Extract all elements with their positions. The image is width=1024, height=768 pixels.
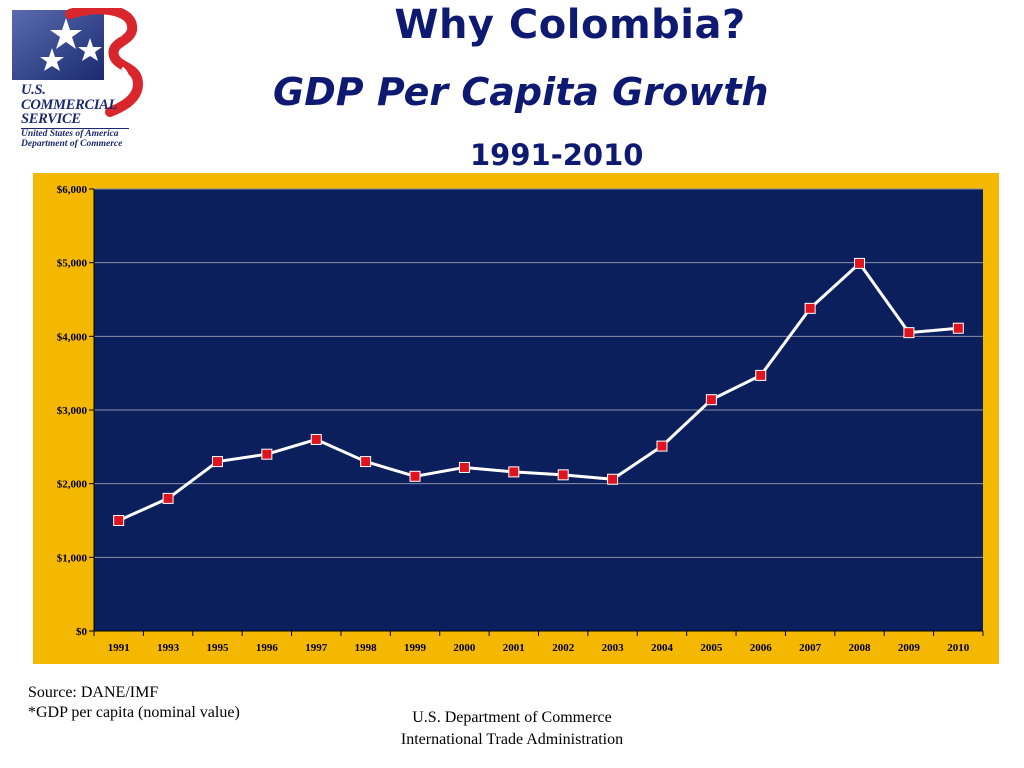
data-point-marker [854,257,866,269]
footer-line-department: U.S. Department of Commerce [412,709,612,726]
x-tick-label: 1999 [404,642,427,654]
data-point-marker [656,440,668,452]
data-point-marker [409,470,421,482]
footer-line-ita: International Trade Administration [400,731,624,748]
x-tick-label: 2005 [700,642,723,654]
y-tick-label: $0 [76,626,88,638]
data-point-marker [310,433,322,445]
y-tick-label: $4,000 [57,331,88,343]
us-commercial-service-logo: U.S. COMMERCIAL SERVICE United States of… [10,4,150,149]
y-tick-label: $1,000 [57,552,88,564]
logo-text-us: U.S. [21,82,46,98]
x-tick-label: 2003 [602,642,625,654]
source-line: Source: DANE/IMF [28,684,159,701]
x-tick-label: 2007 [799,642,822,654]
gdp-line-chart: $0 $1,000 $2,000 $3,000 $4,000 $5,000 $6,000 19… [33,173,984,654]
data-point-marker [508,466,520,478]
y-tick-label: $5,000 [57,258,88,270]
x-tick-label: 2008 [849,642,872,654]
x-tick-label: 1993 [157,642,180,654]
data-point-marker [162,492,174,504]
footer: U.S. Department of Commerce Internationa… [352,707,672,751]
data-point-marker [360,456,372,468]
x-tick-label: 2010 [947,642,970,654]
x-tick-label: 2006 [750,642,773,654]
logo-rule [21,127,129,129]
page-title: Why Colombia? [394,2,746,48]
page-subtitle: GDP Per Capita Growth [273,70,769,114]
data-point-marker [458,461,470,473]
data-point-marker [804,302,816,314]
data-point-marker [261,448,273,460]
year-range-label: 1991-2010 [470,138,644,172]
y-tick-label: $6,000 [57,184,88,196]
x-tick-label: 1998 [355,642,378,654]
x-tick-label: 1997 [305,642,328,654]
logo-text-commercial: COMMERCIAL [21,96,118,113]
x-tick-label: 2002 [552,642,575,654]
data-point-marker [952,322,964,334]
data-point-marker [211,456,223,468]
x-tick-label: 2001 [503,642,525,654]
data-point-marker [705,394,717,406]
x-tick-label: 1991 [108,642,130,654]
x-tick-label: 2000 [453,642,476,654]
y-tick-label: $2,000 [57,479,88,491]
y-tick-label: $3,000 [57,405,88,417]
logo-text-service: SERVICE [21,111,81,127]
logo-text-usa: United States of America [21,128,119,139]
y-axis-band [33,173,94,632]
data-point-marker [607,473,619,485]
data-point-marker [903,327,915,339]
chart-frame: $0 $1,000 $2,000 $3,000 $4,000 $5,000 $6,000 19… [33,173,999,664]
x-tick-label: 2009 [898,642,921,654]
series-line [118,261,959,522]
logo-text-doc: Department of Commerce [21,139,123,149]
data-point-marker [113,515,125,526]
x-tick-label: 2004 [651,642,674,654]
source-note: Source: DANE/IMF *GDP per capita (nomina… [28,683,240,723]
logo-emblem [12,4,144,117]
gdp-note-line: *GDP per capita (nominal value) [28,704,240,721]
x-tick-label: 1996 [256,642,279,654]
data-point-marker [557,469,569,481]
x-tick-label: 1995 [206,642,229,654]
data-point-marker [755,369,767,381]
